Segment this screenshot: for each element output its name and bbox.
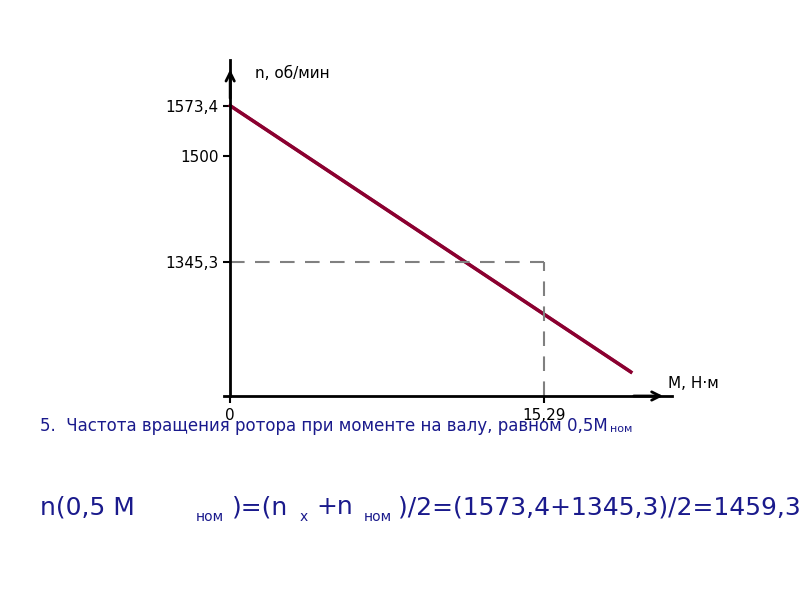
Text: ном: ном bbox=[364, 510, 392, 524]
Text: M, Н·м: M, Н·м bbox=[668, 376, 718, 391]
Text: n, об/мин: n, об/мин bbox=[255, 65, 330, 80]
Text: n(0,5 M: n(0,5 M bbox=[40, 495, 135, 519]
Text: )/2=(1573,4+1345,3)/2=1459,35 об/мин: )/2=(1573,4+1345,3)/2=1459,35 об/мин bbox=[398, 495, 800, 519]
Text: ном: ном bbox=[610, 424, 632, 434]
Text: +n: +n bbox=[316, 495, 353, 519]
Text: x: x bbox=[300, 510, 308, 524]
Text: 5.  Частота вращения ротора при моменте на валу, равном 0,5M: 5. Частота вращения ротора при моменте н… bbox=[40, 417, 608, 435]
Text: )=(n: )=(n bbox=[232, 495, 288, 519]
Text: ном: ном bbox=[196, 510, 224, 524]
